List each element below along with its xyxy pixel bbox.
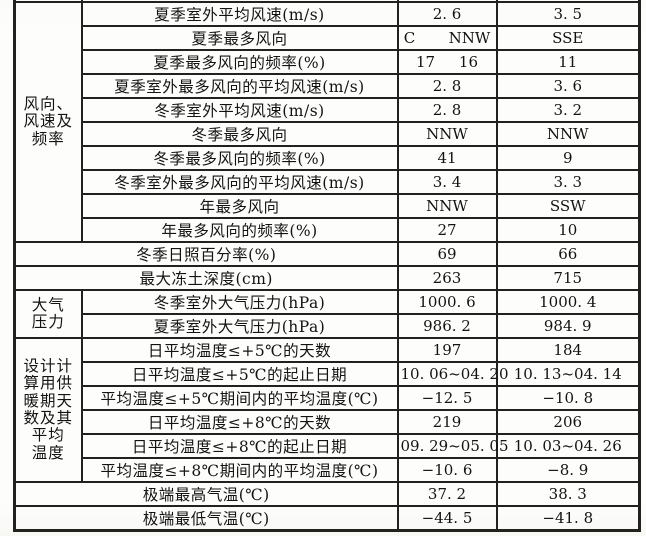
value-cell-1: 09. 29~05. 05 [396,433,509,459]
value-cell-2: 984. 9 [495,313,641,339]
value-cell-1: 10. 06~04. 20 [396,361,509,387]
row-label: 冬季最多风向 [80,121,399,147]
table-row: 最大冻土深度(cm) 263 715 [13,265,641,291]
row-label: 夏季最多风向的频率(%) [80,49,399,75]
category-cell: 设计计 算用供 暖期天 数及其 平均 温度 [13,337,83,483]
table-row: 夏季室外大气压力(hPa) 986. 2 984. 9 [15,313,641,339]
row-label: 日平均温度≤+8℃的起止日期 [80,433,399,459]
row-label: 年最多风向的频率(%) [80,217,399,243]
value-cell-1: 3. 4 [396,169,498,195]
value-cell-1: NNW [396,193,498,219]
value-cell-1: C NNW [396,25,498,51]
row-label: 夏季室外大气压力(hPa) [80,313,399,339]
value-cell-2: 66 [495,241,641,267]
table-row: 日平均温度≤+5℃的起止日期 10. 06~04. 20 10. 13~04. 14 [15,361,641,387]
category-cell: 大气 压力 [13,289,83,339]
value-cell-2: 11 [495,49,641,75]
value-cell-2: 10. 13~04. 14 [495,361,641,387]
climate-table-wrap: 风向、 风速及 频率 夏季室外平均风速(m/s) 2. 6 3. 5 夏季最多风向 C N… [13,0,641,532]
value-cell-2: 3. 6 [495,73,641,99]
value-cell-2: SSE [495,25,641,51]
table-row: 冬季室外平均风速(m/s) 2. 8 3. 2 [15,97,641,123]
category-cell: 风向、 风速及 频率 [13,1,83,243]
value-cell-1: 69 [396,241,498,267]
value-cell-2: 715 [495,265,641,291]
table-row: 极端最低气温(℃) −44. 5 −41. 8 [13,505,641,532]
table-row: 平均温度≤+5℃期间内的平均温度(℃) −12. 5 −10. 8 [15,385,641,411]
row-label: 夏季室外最多风向的平均风速(m/s) [80,73,399,99]
row-label: 夏季室外平均风速(m/s) [80,1,399,27]
climate-table: 风向、 风速及 频率 夏季室外平均风速(m/s) 2. 6 3. 5 夏季最多风向 C N… [13,0,641,532]
value-cell-2: 10 [495,217,641,243]
table-row: 年最多风向 NNW SSW [15,193,641,219]
table-row: 设计计 算用供 暖期天 数及其 平均 温度 日平均温度≤+5℃的天数 197 184 [13,337,641,483]
value-cell-2: 3. 5 [495,1,641,27]
value-cell-1: −10. 6 [396,457,498,483]
value-cell-2: 3. 3 [495,169,641,195]
value-cell-1: 263 [396,265,498,291]
value-cell-1: 2. 6 [396,1,498,27]
value-cell-2: NNW [495,121,641,147]
table-row: 冬季日照百分率(%) 69 66 [13,241,641,267]
table-row: 年最多风向的频率(%) 27 10 [15,217,641,243]
row-label: 平均温度≤+5℃期间内的平均温度(℃) [80,385,399,411]
table-row: 夏季最多风向 C NNW SSE [15,25,641,51]
table-row: 风向、 风速及 频率 夏季室外平均风速(m/s) 2. 6 3. 5 [13,1,641,243]
value-cell-2: 206 [495,409,641,435]
row-label: 冬季最多风向的频率(%) [80,145,399,171]
table-row: 夏季最多风向的频率(%) 17 16 11 [15,49,641,75]
row-label: 极端最低气温(℃) [13,505,399,532]
table-row: 冬季最多风向的频率(%) 41 9 [15,145,641,171]
value-cell-1: 27 [396,217,498,243]
value-cell-2: 184 [495,337,641,363]
value-cell-1: −44. 5 [396,505,498,532]
value-cell-2: 10. 03~04. 26 [495,433,641,459]
value-cell-1: 37. 2 [396,481,498,507]
row-label: 极端最高气温(℃) [13,481,399,507]
value-cell-1: 986. 2 [396,313,498,339]
row-label: 日平均温度≤+5℃的起止日期 [80,361,399,387]
value-cell-2: −8. 9 [495,457,641,483]
value-cell-1: 197 [396,337,498,363]
value-cell-1: −12. 5 [396,385,498,411]
table-row: 大气 压力 冬季室外大气压力(hPa) 1000. 6 1000. 4 [13,289,641,339]
table-row: 平均温度≤+8℃期间内的平均温度(℃) −10. 6 −8. 9 [15,457,641,483]
row-label: 夏季最多风向 [80,25,399,51]
value-cell-2: 1000. 4 [495,289,641,315]
row-label: 冬季室外平均风速(m/s) [80,97,399,123]
value-cell-1: 41 [396,145,498,171]
value-cell-2: 9 [495,145,641,171]
table-row: 极端最高气温(℃) 37. 2 38. 3 [13,481,641,507]
table-row: 日平均温度≤+8℃的天数 219 206 [15,409,641,435]
value-cell-1: 1000. 6 [396,289,498,315]
value-cell-1: NNW [396,121,498,147]
value-cell-2: 38. 3 [495,481,641,507]
table-row: 夏季室外最多风向的平均风速(m/s) 2. 8 3. 6 [15,73,641,99]
table-row: 冬季室外最多风向的平均风速(m/s) 3. 4 3. 3 [15,169,641,195]
value-cell-2: 3. 2 [495,97,641,123]
row-label: 最大冻土深度(cm) [13,265,399,291]
row-label: 日平均温度≤+5℃的天数 [80,337,399,363]
value-cell-1: 2. 8 [396,97,498,123]
value-cell-2: −10. 8 [495,385,641,411]
row-label: 日平均温度≤+8℃的天数 [80,409,399,435]
row-label: 冬季室外大气压力(hPa) [80,289,399,315]
value-cell-1: 17 16 [396,49,498,75]
value-cell-1: 219 [396,409,498,435]
value-cell-2: SSW [495,193,641,219]
row-label: 冬季室外最多风向的平均风速(m/s) [80,169,399,195]
table-row: 冬季最多风向 NNW NNW [15,121,641,147]
value-cell-1: 2. 8 [396,73,498,99]
row-label: 年最多风向 [80,193,399,219]
value-cell-2: −41. 8 [495,505,641,532]
row-label: 平均温度≤+8℃期间内的平均温度(℃) [80,457,399,483]
table-row: 日平均温度≤+8℃的起止日期 09. 29~05. 05 10. 03~04. 26 [15,433,641,459]
row-label: 冬季日照百分率(%) [13,241,399,267]
